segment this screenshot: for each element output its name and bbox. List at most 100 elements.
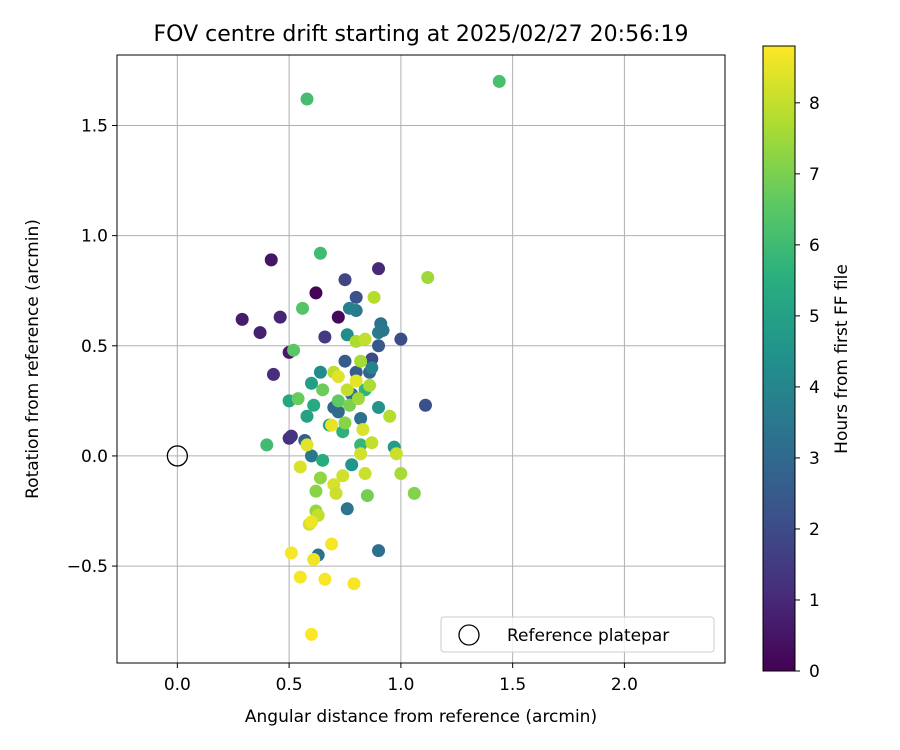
data-point bbox=[407, 486, 421, 500]
chart-title: FOV centre drift starting at 2025/02/27 … bbox=[154, 22, 689, 47]
data-point bbox=[342, 398, 356, 412]
data-points bbox=[235, 74, 506, 641]
data-point bbox=[284, 546, 298, 560]
data-point bbox=[293, 460, 307, 474]
data-point bbox=[304, 449, 318, 463]
data-point bbox=[287, 343, 301, 357]
data-point bbox=[296, 301, 310, 315]
data-point bbox=[363, 378, 377, 392]
data-point bbox=[372, 544, 386, 558]
colorbar-tick-label: 6 bbox=[809, 236, 820, 256]
data-point bbox=[372, 400, 386, 414]
x-tick-label: 2.0 bbox=[611, 675, 638, 695]
data-point bbox=[365, 361, 379, 375]
colorbar: 0 1 2 3 4 5 6 7 8 Hours from first FF file bbox=[762, 45, 852, 682]
colorbar-tick-label: 8 bbox=[809, 94, 820, 114]
data-point bbox=[351, 392, 365, 406]
data-point bbox=[300, 409, 314, 423]
data-point bbox=[331, 405, 345, 419]
legend-label: Reference platepar bbox=[507, 626, 669, 646]
data-point bbox=[331, 394, 345, 408]
y-tick-label: −0.5 bbox=[67, 557, 108, 577]
data-point bbox=[340, 328, 354, 342]
data-point bbox=[394, 332, 408, 346]
data-point bbox=[340, 383, 354, 397]
plot-frame bbox=[116, 54, 726, 664]
data-point bbox=[307, 552, 321, 566]
colorbar-tick-label: 0 bbox=[809, 662, 820, 682]
grid bbox=[117, 55, 725, 663]
data-point bbox=[307, 398, 321, 412]
data-point bbox=[360, 489, 374, 503]
data-point bbox=[345, 458, 359, 472]
data-point bbox=[304, 515, 318, 529]
data-point bbox=[266, 367, 280, 381]
data-point bbox=[338, 354, 352, 368]
data-point bbox=[309, 286, 323, 300]
data-point bbox=[313, 246, 327, 260]
data-point bbox=[309, 484, 323, 498]
data-point bbox=[358, 332, 372, 346]
data-point bbox=[284, 429, 298, 443]
x-tick-label: 1.5 bbox=[499, 675, 526, 695]
y-tick-label: 1.5 bbox=[81, 116, 108, 136]
data-point bbox=[300, 92, 314, 106]
colorbar-tick-label: 1 bbox=[809, 591, 820, 611]
x-tick-label: 1.0 bbox=[387, 675, 414, 695]
data-point bbox=[394, 467, 408, 481]
legend-marker bbox=[458, 624, 480, 646]
legend: Reference platepar bbox=[440, 616, 715, 653]
colorbar-tick-label: 5 bbox=[809, 307, 820, 327]
data-point bbox=[273, 310, 287, 324]
data-point bbox=[331, 310, 345, 324]
data-point bbox=[349, 290, 363, 304]
data-point bbox=[349, 374, 363, 388]
x-tick-label: 0.5 bbox=[276, 675, 303, 695]
data-point bbox=[313, 471, 327, 485]
x-axis-ticks: 0.0 0.5 1.0 1.5 2.0 bbox=[164, 663, 638, 695]
colorbar-gradient bbox=[762, 45, 796, 672]
data-point bbox=[260, 438, 274, 452]
data-point bbox=[264, 253, 278, 267]
data-point bbox=[389, 447, 403, 461]
data-point bbox=[291, 392, 305, 406]
data-point bbox=[367, 290, 381, 304]
y-tick-label: 0.0 bbox=[81, 447, 108, 467]
reference-marker bbox=[166, 445, 189, 467]
data-point bbox=[253, 326, 267, 340]
data-point bbox=[354, 447, 368, 461]
data-point bbox=[338, 273, 352, 287]
data-point bbox=[316, 383, 330, 397]
data-point bbox=[365, 436, 379, 450]
data-point bbox=[354, 411, 368, 425]
x-axis-label: Angular distance from reference (arcmin) bbox=[245, 707, 597, 727]
data-point bbox=[329, 486, 343, 500]
data-point bbox=[347, 577, 361, 591]
data-point bbox=[313, 365, 327, 379]
data-point bbox=[318, 572, 332, 586]
data-point bbox=[336, 469, 350, 483]
x-tick-label: 0.0 bbox=[164, 675, 191, 695]
data-point bbox=[316, 453, 330, 467]
data-point bbox=[300, 438, 314, 452]
data-point bbox=[383, 409, 397, 423]
y-axis-ticks: −0.5 0.0 0.5 1.0 1.5 bbox=[67, 116, 117, 577]
colorbar-tick-label: 3 bbox=[809, 449, 820, 469]
data-point bbox=[354, 354, 368, 368]
data-point bbox=[293, 570, 307, 584]
data-point bbox=[318, 330, 332, 344]
data-point bbox=[331, 370, 345, 384]
colorbar-ticks: 0 1 2 3 4 5 6 7 8 bbox=[795, 94, 820, 682]
data-point bbox=[340, 502, 354, 516]
data-point bbox=[358, 467, 372, 481]
data-point bbox=[338, 416, 352, 430]
y-tick-label: 1.0 bbox=[81, 227, 108, 247]
data-point bbox=[235, 312, 249, 326]
data-point bbox=[418, 398, 432, 412]
data-point bbox=[421, 270, 435, 284]
data-point bbox=[342, 301, 356, 315]
colorbar-tick-label: 7 bbox=[809, 165, 820, 185]
data-point bbox=[376, 323, 390, 337]
colorbar-label: Hours from first FF file bbox=[832, 264, 852, 454]
